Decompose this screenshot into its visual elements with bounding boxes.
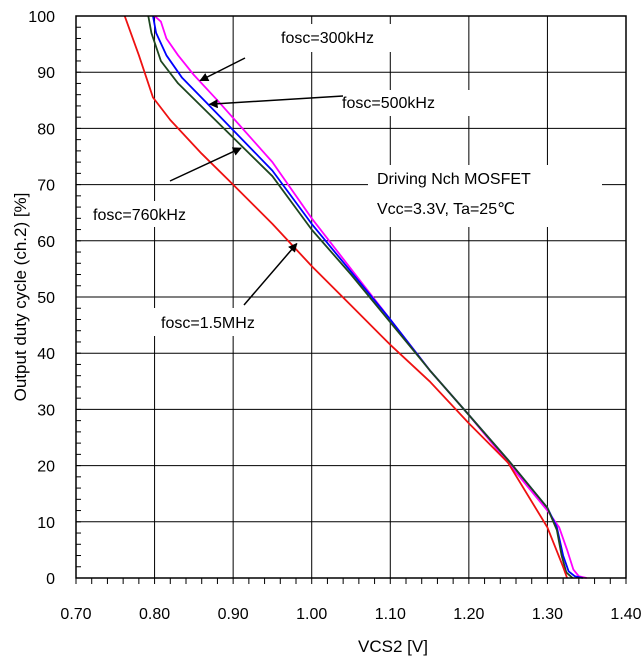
annotation-label: Driving Nch MOSFET bbox=[377, 171, 531, 188]
y-tick-label: 10 bbox=[37, 515, 55, 532]
y-tick-label: 100 bbox=[28, 9, 55, 26]
annotation-label: Vcc=3.3V, Ta=25℃ bbox=[377, 201, 515, 218]
x-axis-title: VCS2 [V] bbox=[358, 637, 428, 656]
x-tick-label: 1.20 bbox=[453, 606, 484, 623]
x-tick-label: 1.10 bbox=[375, 606, 406, 623]
annotation-label: fosc=1.5MHz bbox=[161, 315, 255, 332]
tick-labels: 0.70 0.80 0.90 1.00 1.10 1.20 1.30 1.40 0 10 20 30 4… bbox=[28, 9, 641, 623]
annotation-label: fosc=300kHz bbox=[281, 30, 374, 47]
annotation-label: fosc=500kHz bbox=[342, 95, 435, 112]
y-tick-label: 90 bbox=[37, 65, 55, 82]
y-axis-title: Output duty cycle (ch.2) [%] bbox=[11, 193, 30, 402]
annotations: fosc=300kHz fosc=500kHz fosc=760kHz fosc=1.… bbox=[88, 24, 602, 336]
plot-frame bbox=[75, 15, 627, 584]
y-tick-label: 80 bbox=[37, 121, 55, 138]
x-tick-label: 0.90 bbox=[218, 606, 249, 623]
y-tick-label: 50 bbox=[37, 290, 55, 307]
y-tick-label: 40 bbox=[37, 346, 55, 363]
annotation-arrow bbox=[208, 95, 344, 109]
x-tick-label: 0.80 bbox=[139, 606, 170, 623]
x-tick-label: 0.70 bbox=[60, 606, 91, 623]
annotation-label: fosc=760kHz bbox=[93, 207, 186, 224]
annotation-bg bbox=[276, 24, 412, 52]
y-tick-label: 0 bbox=[46, 571, 55, 588]
annotation-arrow bbox=[243, 242, 298, 306]
y-tick-label: 70 bbox=[37, 178, 55, 195]
plot-border bbox=[75, 15, 627, 579]
y-tick-label: 60 bbox=[37, 234, 55, 251]
series-line-fosc-760khz bbox=[147, 15, 574, 579]
annotation-bg bbox=[88, 201, 230, 227]
x-tick-label: 1.40 bbox=[610, 606, 641, 623]
annotation-arrow bbox=[169, 147, 242, 182]
x-tick-label: 1.30 bbox=[532, 606, 563, 623]
series-line-fosc-1-5mhz bbox=[123, 15, 568, 579]
x-tick-label: 1.00 bbox=[296, 606, 327, 623]
y-tick-label: 20 bbox=[37, 459, 55, 476]
y-tick-label: 30 bbox=[37, 402, 55, 419]
annotation-bg bbox=[132, 308, 304, 336]
annotation-arrow bbox=[199, 57, 246, 82]
series-lines bbox=[123, 15, 587, 579]
annotation-bg bbox=[338, 90, 498, 116]
annotation-bg bbox=[368, 165, 602, 227]
